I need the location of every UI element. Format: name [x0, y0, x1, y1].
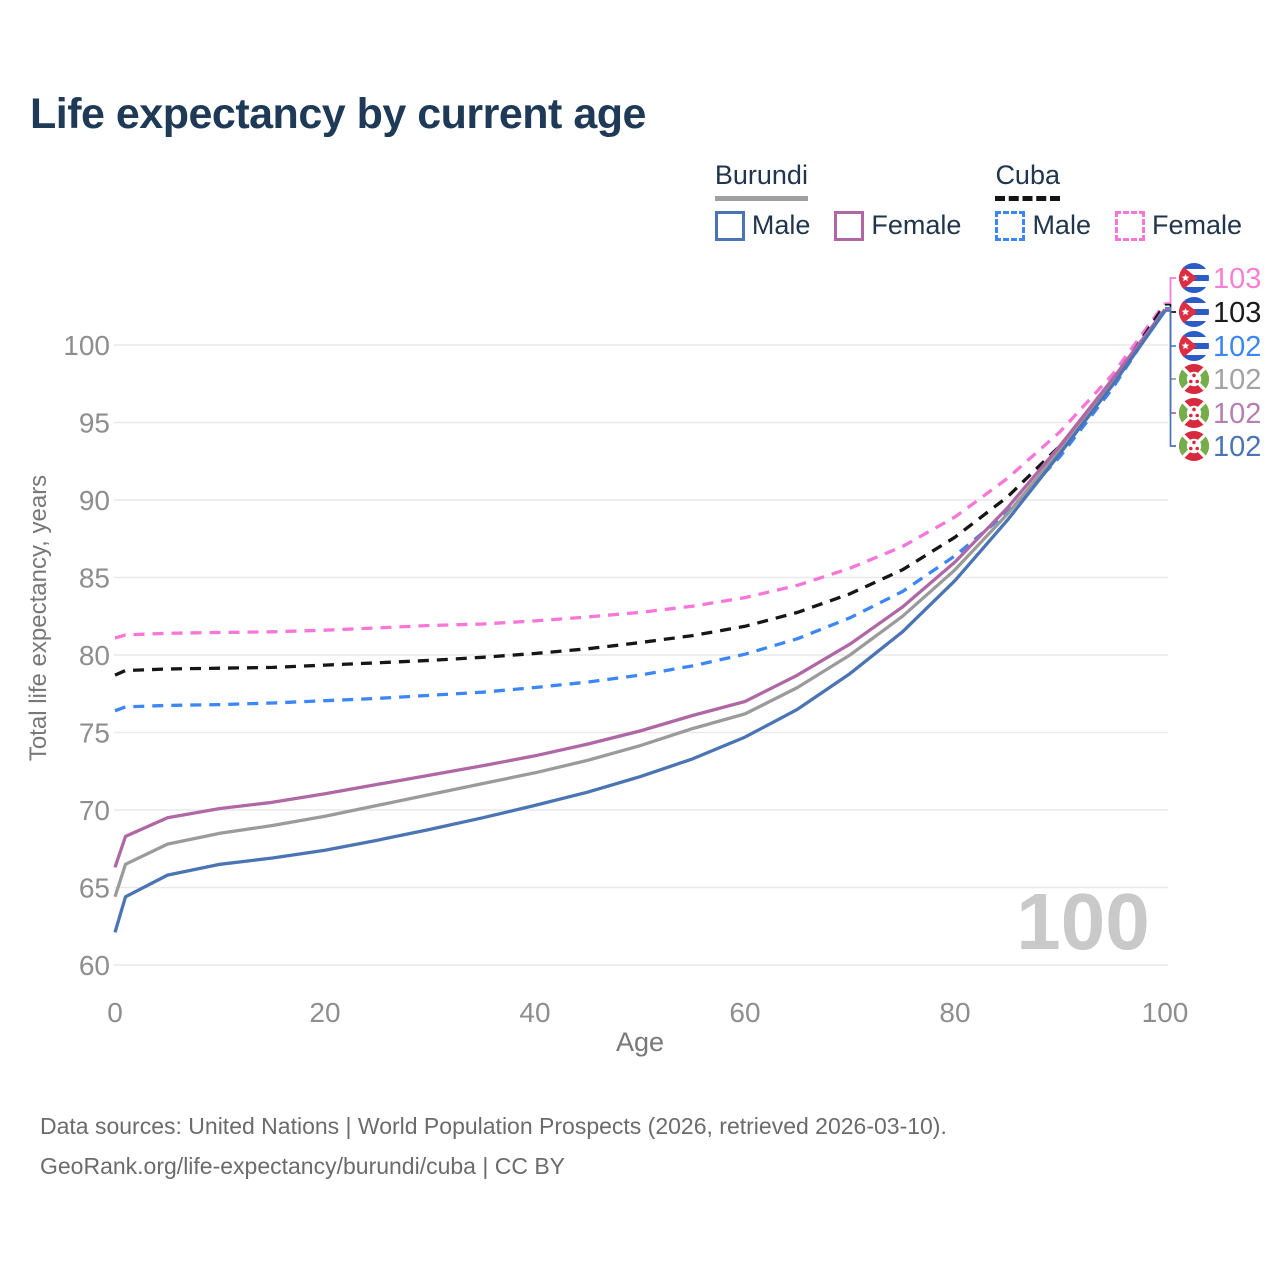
x-tick-label: 20 — [309, 997, 340, 1028]
y-tick-label: 85 — [79, 563, 110, 594]
legend-label-burundi-female: Female — [871, 210, 962, 240]
y-tick-label: 65 — [79, 873, 110, 904]
flag-icon-burundi — [1179, 431, 1209, 461]
end-value-label-burundi-female: 102 — [1213, 398, 1261, 430]
burundi-female-swatch[interactable] — [834, 210, 865, 241]
legend-label-cuba-male: Male — [1032, 210, 1091, 240]
x-axis-title: Age — [616, 1027, 664, 1057]
y-tick-label: 100 — [63, 330, 110, 361]
legend-country-cuba[interactable]: Cuba — [995, 160, 1060, 201]
y-tick-label: 95 — [79, 408, 110, 439]
x-tick-label: 60 — [729, 997, 760, 1028]
y-tick-label: 70 — [79, 795, 110, 826]
legend-items-cuba: Male Female — [995, 210, 1242, 241]
series-line-burundi-total[interactable] — [113, 309, 1167, 898]
end-label-connector-burundi-male — [1165, 310, 1176, 447]
legend-items-burundi: Male Female — [714, 210, 961, 241]
flag-icon-burundi — [1179, 398, 1209, 428]
end-value-label-cuba-female: 103 — [1213, 263, 1261, 295]
x-tick-label: 40 — [519, 997, 550, 1028]
x-tick-label: 100 — [1142, 997, 1189, 1028]
flag-icon-cuba — [1179, 263, 1209, 293]
y-tick-label: 90 — [79, 485, 110, 516]
end-label-connector-cuba-female — [1165, 277, 1176, 304]
end-value-label-burundi-male: 102 — [1213, 431, 1261, 463]
legend-country-burundi[interactable]: Burundi — [714, 160, 808, 201]
end-value-label-cuba-male: 102 — [1213, 331, 1261, 363]
legend-label-burundi-male: Male — [751, 210, 811, 240]
legend-item-burundi-male[interactable]: Male — [714, 210, 811, 241]
page-title: Life expectancy by current age — [30, 90, 646, 138]
y-tick-label: 75 — [79, 718, 110, 749]
data-sources-footer: Data sources: United Nations | World Pop… — [40, 1106, 947, 1186]
y-axis-title: Total life expectancy, years — [25, 475, 52, 761]
y-tick-label: 60 — [79, 950, 110, 981]
series-line-burundi-male[interactable] — [113, 309, 1167, 933]
end-value-label-cuba-total: 103 — [1213, 297, 1261, 329]
end-value-label-burundi-total: 102 — [1213, 364, 1261, 396]
chart-legend: Burundi Male Female Cuba Male — [714, 160, 1242, 241]
legend-group-burundi: Burundi Male Female — [714, 160, 961, 241]
flag-icon-cuba — [1179, 297, 1209, 327]
legend-group-cuba: Cuba Male Female — [995, 160, 1242, 241]
cuba-female-swatch[interactable] — [1114, 210, 1145, 241]
footer-link-line[interactable]: GeoRank.org/life-expectancy/burundi/cuba… — [40, 1153, 566, 1179]
series-line-burundi-female[interactable] — [113, 308, 1167, 868]
legend-label-cuba-female: Female — [1151, 210, 1242, 240]
series-line-cuba-total[interactable] — [114, 303, 1167, 677]
legend-item-cuba-male[interactable]: Male — [995, 210, 1091, 241]
cuba-male-swatch[interactable] — [995, 210, 1026, 241]
legend-item-burundi-female[interactable]: Female — [834, 210, 961, 241]
y-tick-label: 80 — [79, 640, 110, 671]
x-tick-label: 0 — [107, 997, 123, 1028]
burundi-male-swatch[interactable] — [714, 210, 745, 241]
flag-icon-burundi — [1179, 364, 1209, 394]
legend-item-cuba-female[interactable]: Female — [1114, 210, 1242, 241]
age-watermark: 100 — [1016, 877, 1149, 966]
series-line-cuba-female[interactable] — [114, 302, 1167, 640]
flag-icon-cuba — [1179, 331, 1209, 361]
x-tick-label: 80 — [939, 997, 970, 1028]
footer-sources-line: Data sources: United Nations | World Pop… — [40, 1113, 947, 1139]
